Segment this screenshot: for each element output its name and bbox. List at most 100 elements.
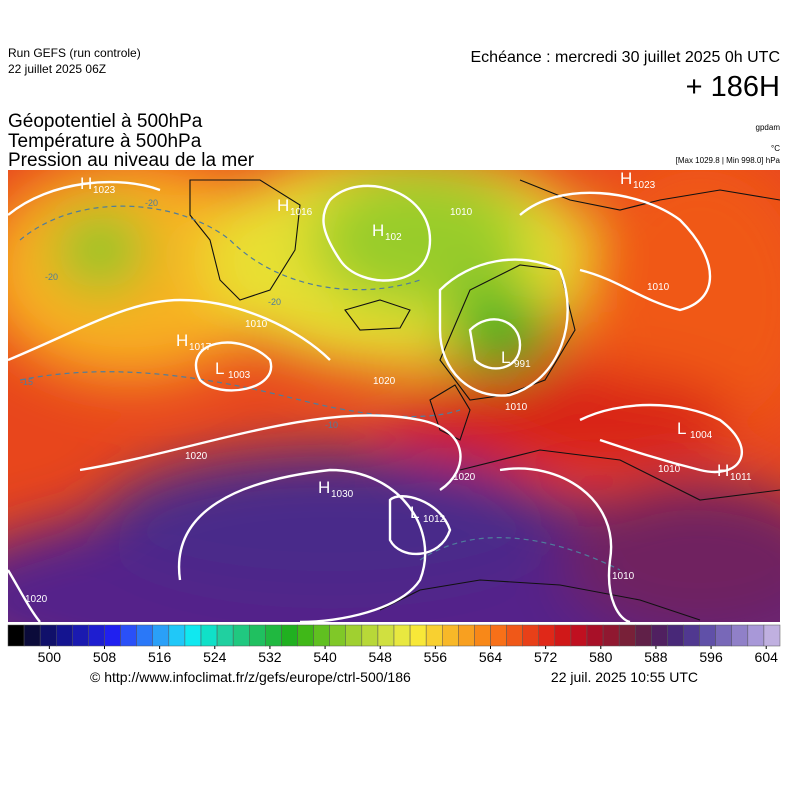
colorbar-swatch bbox=[506, 624, 523, 647]
center-pressure: 1017 bbox=[189, 342, 212, 353]
center-pressure: 1003 bbox=[228, 370, 251, 381]
temperature-label: -20 bbox=[268, 297, 281, 307]
colorbar-swatch bbox=[136, 624, 154, 647]
colorbar-swatch bbox=[570, 624, 588, 647]
colorbar-swatch bbox=[618, 624, 636, 647]
title-geopotential: Géopotentiel à 500hPa bbox=[8, 111, 203, 132]
colorbar-swatch bbox=[554, 624, 572, 647]
center-letter: H bbox=[318, 478, 330, 497]
colorbar-swatch bbox=[232, 624, 250, 647]
colorbar-label: 532 bbox=[258, 649, 282, 665]
colorbar-swatch bbox=[409, 624, 427, 647]
colorbar-label: 588 bbox=[644, 649, 668, 665]
footer-source: © http://www.infoclimat.fr/z/gefs/europe… bbox=[90, 669, 411, 685]
colorbar-label: 500 bbox=[38, 649, 62, 665]
isobar-label: 1010 bbox=[505, 402, 528, 413]
colorbar-label: 572 bbox=[534, 649, 558, 665]
colorbar-swatch bbox=[667, 624, 684, 647]
isobar-label: 1010 bbox=[245, 319, 268, 330]
title-temperature: Température à 500hPa bbox=[8, 131, 202, 152]
colorbar-label: 596 bbox=[699, 649, 723, 665]
run-label: Run GEFS (run controle) bbox=[8, 46, 141, 60]
center-letter: L bbox=[501, 348, 510, 367]
colorbar-swatch bbox=[281, 624, 298, 647]
isobar-label: 1020 bbox=[25, 594, 48, 605]
pressure-range: [Max 1029.8 | Min 998.0] hPa bbox=[676, 156, 781, 165]
colorbar-swatch bbox=[393, 624, 411, 647]
center-pressure: 1023 bbox=[633, 180, 656, 191]
colorbar-swatch bbox=[442, 624, 459, 647]
unit-gpdam: gpdam bbox=[756, 123, 781, 132]
colorbar-swatch bbox=[329, 624, 346, 647]
colorbar-label: 604 bbox=[755, 649, 779, 665]
colorbar-swatch bbox=[200, 624, 218, 647]
isobar-label: 1010 bbox=[450, 207, 473, 218]
colorbar-swatch bbox=[120, 624, 137, 647]
isobar-label: 1020 bbox=[453, 472, 476, 483]
colorbar-swatch bbox=[602, 624, 620, 647]
colorbar-label: 548 bbox=[369, 649, 393, 665]
colorbar-swatch bbox=[249, 624, 266, 647]
isobar-label: 1020 bbox=[185, 451, 208, 462]
colorbar-swatch bbox=[88, 624, 105, 647]
colorbar-swatch bbox=[56, 624, 73, 647]
lead-time: + 186H bbox=[686, 71, 780, 103]
colorbar-swatch bbox=[184, 624, 202, 647]
colorbar-swatch bbox=[152, 624, 170, 647]
colorbar-swatch bbox=[490, 624, 507, 647]
center-letter: L bbox=[677, 419, 686, 438]
colorbar-label: 516 bbox=[148, 649, 172, 665]
colorbar-swatch bbox=[683, 624, 700, 647]
colorbar-swatch bbox=[425, 624, 443, 647]
colorbar-swatch bbox=[731, 624, 749, 647]
colorbar-swatch bbox=[297, 624, 314, 647]
colorbar-label: 556 bbox=[424, 649, 448, 665]
center-pressure: 1004 bbox=[690, 430, 713, 441]
colorbar-swatch bbox=[23, 624, 41, 647]
colorbar-swatch bbox=[345, 624, 363, 647]
colorbar-swatch bbox=[377, 624, 395, 647]
colorbar-swatch bbox=[715, 624, 733, 647]
center-letter: H bbox=[717, 461, 729, 480]
center-pressure: 1016 bbox=[290, 207, 313, 218]
center-pressure: 991 bbox=[514, 359, 531, 370]
isobar-label: 1010 bbox=[647, 282, 670, 293]
colorbar-swatch bbox=[538, 624, 556, 647]
colorbar-swatch bbox=[763, 624, 781, 647]
colorbar-swatch bbox=[586, 624, 604, 647]
colorbar-label: 564 bbox=[479, 649, 503, 665]
colorbar-swatch bbox=[216, 624, 234, 647]
center-letter: H bbox=[620, 169, 632, 188]
colorbar-label: 524 bbox=[203, 649, 227, 665]
temperature-label: -15 bbox=[20, 377, 33, 387]
colorbar-label: 580 bbox=[589, 649, 613, 665]
colorbar-swatch bbox=[72, 624, 89, 647]
temperature-label: -10 bbox=[325, 420, 338, 430]
center-pressure: 1030 bbox=[331, 489, 354, 500]
colorbar-swatch bbox=[522, 624, 540, 647]
isobar-label: 1010 bbox=[658, 464, 681, 475]
colorbar-swatch bbox=[7, 624, 25, 647]
colorbar-swatch bbox=[104, 624, 121, 647]
colorbar-swatch bbox=[635, 624, 652, 647]
center-pressure: 1023 bbox=[93, 185, 116, 196]
center-pressure: 1012 bbox=[423, 514, 446, 525]
colorbar-swatch bbox=[313, 624, 330, 647]
center-pressure: 102 bbox=[385, 232, 402, 243]
colorbar-swatch bbox=[651, 624, 668, 647]
center-letter: H bbox=[277, 196, 289, 215]
center-letter: H bbox=[176, 331, 188, 350]
temperature-label: -20 bbox=[145, 198, 158, 208]
colorbar-swatch bbox=[168, 624, 186, 647]
colorbar-swatch bbox=[458, 624, 475, 647]
center-letter: H bbox=[372, 221, 384, 240]
colorbar-swatch bbox=[699, 624, 716, 647]
colorbar-label: 508 bbox=[93, 649, 117, 665]
isobar-label: 1020 bbox=[373, 376, 396, 387]
footer-timestamp: 22 juil. 2025 10:55 UTC bbox=[551, 669, 698, 685]
colorbar-swatch bbox=[747, 624, 765, 647]
center-letter: H bbox=[80, 174, 92, 193]
